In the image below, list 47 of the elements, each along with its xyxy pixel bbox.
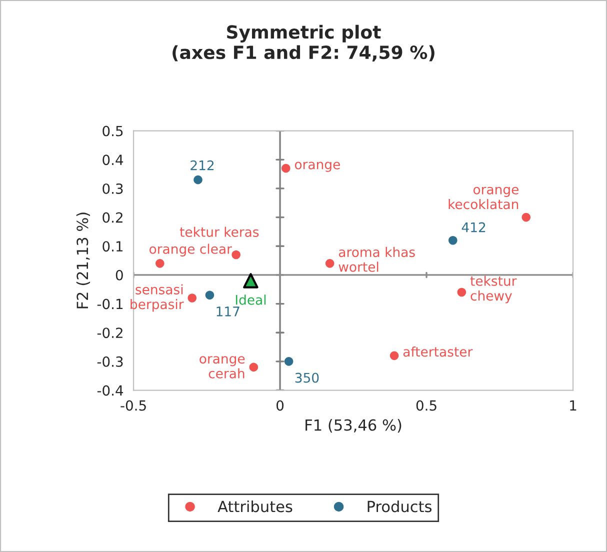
y-tick-label: 0 <box>116 270 123 280</box>
point <box>284 357 294 366</box>
point <box>232 250 240 260</box>
annotation: 117 <box>216 306 240 316</box>
x-axis-title: F1 (53,46 %) <box>306 419 402 433</box>
annotation: orange <box>294 162 340 172</box>
point <box>390 351 399 360</box>
point <box>249 362 258 372</box>
point <box>325 259 334 268</box>
y-tick-label: -0.1 <box>97 298 123 310</box>
y-tick-label: 0.5 <box>102 126 123 136</box>
x-tick-label: 0 <box>276 400 284 411</box>
annotation: orange clear <box>150 244 232 256</box>
y-tick-label: 0.4 <box>102 154 124 166</box>
annotation: aftertaster <box>403 346 473 357</box>
point <box>205 290 214 300</box>
annotation: orange cerah <box>200 356 245 378</box>
point <box>281 164 290 173</box>
legend-label: Attributes <box>218 500 292 512</box>
legend-label: Products <box>368 500 432 512</box>
y-tick-label: 0.2 <box>102 212 122 223</box>
annotation: tektur keras <box>180 226 259 237</box>
annotation: tekstur chewy <box>470 276 517 304</box>
point <box>194 175 202 184</box>
annotation: aroma khas wortel <box>338 246 415 272</box>
annotation: Ideal <box>236 294 266 305</box>
point <box>188 294 197 302</box>
x-tick-label: 0.5 <box>416 400 436 411</box>
annotation: 350 <box>295 372 319 383</box>
y-axis-title: F2 (21,13 %) <box>76 212 90 308</box>
y-tick-label: -0.3 <box>97 356 123 367</box>
point <box>522 212 531 222</box>
point <box>457 288 466 297</box>
annotation: sensasi berpasir <box>130 284 184 312</box>
y-tick-label: 0.3 <box>102 183 123 194</box>
point <box>243 273 258 288</box>
annotation: orange kecoklatan <box>448 186 518 210</box>
x-tick-label: -0.5 <box>120 400 146 411</box>
point <box>156 259 164 268</box>
y-tick-label: 0.1 <box>102 241 123 252</box>
y-tick-label: -0.2 <box>97 328 122 338</box>
x-tick-label: 1 <box>570 400 576 411</box>
chart-title: Symmetric plot (axes F1 and F2: 74,59 %) <box>172 24 434 62</box>
point <box>448 236 458 245</box>
annotation: 412 <box>462 222 486 232</box>
y-tick-label: -0.4 <box>97 385 124 396</box>
annotation: 212 <box>190 160 214 170</box>
